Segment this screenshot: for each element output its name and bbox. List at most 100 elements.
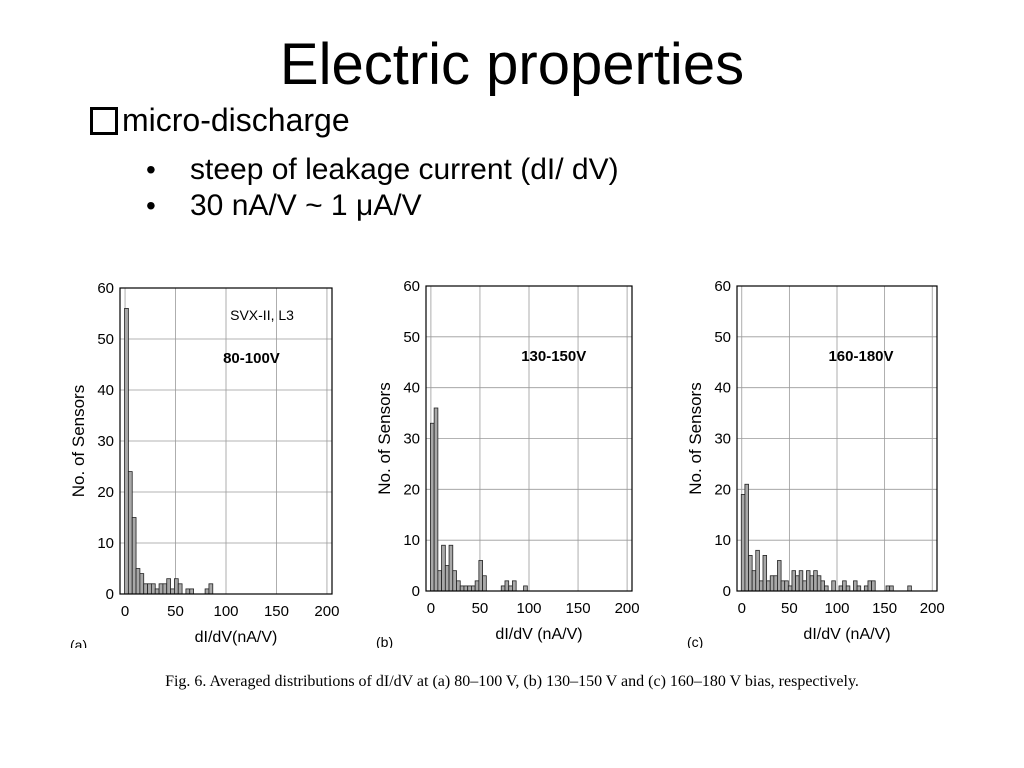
- histogram-bar: [889, 585, 894, 592]
- histogram-bar: [204, 588, 210, 595]
- y-axis-label: No. of Sensors: [69, 385, 88, 497]
- histogram-bar: [777, 560, 782, 592]
- y-tick-label: 0: [723, 583, 731, 600]
- histogram-bar: [769, 575, 775, 592]
- histogram-bar: [131, 517, 137, 595]
- y-tick-label: 40: [714, 380, 731, 397]
- histogram-bar: [467, 585, 472, 592]
- x-axis-label: dI/dV (nA/V): [495, 626, 582, 643]
- histogram-bar: [798, 570, 804, 592]
- histogram-bar: [856, 585, 862, 592]
- x-axis-label: dI/dV (nA/V): [803, 626, 890, 643]
- y-tick-label: 0: [106, 586, 114, 603]
- histogram-bar: [452, 570, 457, 592]
- x-tick-label: 200: [314, 603, 339, 620]
- x-tick-label: 100: [824, 600, 849, 617]
- histogram-bar: [208, 583, 214, 595]
- histogram-figure: 0 10 20 30 40 50 60 0 50 100 150 200 dI/dV(nA/V) No. …: [60, 268, 960, 653]
- histogram-bar: [806, 570, 811, 592]
- histogram-bar: [813, 570, 818, 592]
- y-tick-label: 20: [403, 481, 420, 498]
- histogram-bar: [787, 585, 793, 592]
- histogram-bar: [135, 568, 141, 595]
- y-tick-label: 50: [714, 329, 731, 346]
- histogram-bar: [150, 583, 156, 595]
- x-tick-label: 150: [566, 600, 591, 617]
- histogram-bar: [437, 570, 442, 592]
- histogram-bar: [500, 585, 506, 592]
- histogram-bar: [448, 544, 454, 592]
- y-tick-label: 20: [97, 484, 114, 501]
- histogram-bar: [523, 585, 528, 592]
- histogram-bar: [907, 585, 912, 592]
- histogram-bar: [748, 555, 753, 592]
- y-tick-label: 10: [714, 532, 731, 549]
- histogram-bar: [471, 585, 476, 592]
- y-tick-label: 60: [403, 278, 420, 295]
- x-axis-label: dI/dV(nA/V): [195, 629, 278, 646]
- y-tick-label: 30: [97, 433, 114, 450]
- histogram-bar: [773, 575, 778, 592]
- histogram-bar: [139, 573, 145, 595]
- y-tick-label: 0: [412, 583, 420, 600]
- histogram-bar: [512, 580, 517, 592]
- x-tick-label: 0: [738, 600, 746, 617]
- x-tick-label: 0: [121, 603, 129, 620]
- histogram-bar: [444, 565, 450, 592]
- histogram-bar: [784, 580, 789, 592]
- chart-annotation: SVX-II, L3: [230, 307, 294, 323]
- y-tick-label: 50: [97, 331, 114, 348]
- bullet-text: steep of leakage current (dI/ dV): [190, 153, 619, 186]
- histogram-bar: [166, 578, 171, 595]
- histogram-bar: [853, 580, 858, 592]
- x-tick-label: 200: [615, 600, 640, 617]
- y-tick-label: 10: [403, 532, 420, 549]
- x-tick-label: 150: [872, 600, 897, 617]
- bullet-item: • steep of leakage current (dI/ dV): [140, 152, 619, 188]
- x-tick-label: 50: [472, 600, 489, 617]
- bias-range-label: 130-150V: [521, 348, 586, 365]
- histogram-bar: [871, 580, 876, 592]
- histogram-bar: [124, 308, 129, 595]
- histogram-bar: [755, 549, 760, 592]
- histogram-bar: [795, 575, 800, 592]
- panel-label: (b): [376, 634, 393, 648]
- y-axis-label: No. of Sensors: [686, 382, 705, 494]
- bias-range-label: 80-100V: [223, 350, 280, 367]
- histogram-bar: [751, 570, 757, 592]
- histogram-bar: [456, 580, 461, 592]
- panel-label: (a): [70, 637, 87, 648]
- y-tick-label: 40: [403, 380, 420, 397]
- y-tick-label: 60: [97, 280, 114, 297]
- histogram-bar: [162, 583, 168, 595]
- bias-range-label: 160-180V: [828, 348, 893, 365]
- bullet-dot-icon: •: [146, 190, 156, 221]
- plot-frame: [119, 287, 333, 595]
- y-tick-label: 40: [97, 382, 114, 399]
- histogram-bar: [842, 580, 847, 592]
- plot-frame: [425, 285, 633, 592]
- histogram-bar: [478, 560, 484, 592]
- histogram-bar: [802, 580, 807, 592]
- histogram-bar: [838, 585, 844, 592]
- histogram-bar: [744, 483, 749, 592]
- histogram-bar: [816, 575, 822, 592]
- histogram-bar: [824, 585, 829, 592]
- histogram-bar: [740, 494, 746, 592]
- histogram-bar: [147, 583, 152, 595]
- histogram-bar: [430, 422, 435, 592]
- bullet-item: • 30 nA/V ~ 1 μA/V: [140, 188, 619, 224]
- y-tick-label: 50: [403, 329, 420, 346]
- y-tick-label: 30: [714, 431, 731, 448]
- histogram-bar: [809, 575, 815, 592]
- histogram-bar: [170, 588, 175, 595]
- histogram-bar: [441, 544, 446, 592]
- y-tick-label: 10: [97, 535, 114, 552]
- histogram-bar: [185, 588, 191, 595]
- x-tick-label: 150: [264, 603, 289, 620]
- x-tick-label: 50: [781, 600, 798, 617]
- section-heading: micro-discharge: [90, 100, 350, 140]
- histogram-bar: [766, 580, 771, 592]
- x-tick-label: 100: [516, 600, 541, 617]
